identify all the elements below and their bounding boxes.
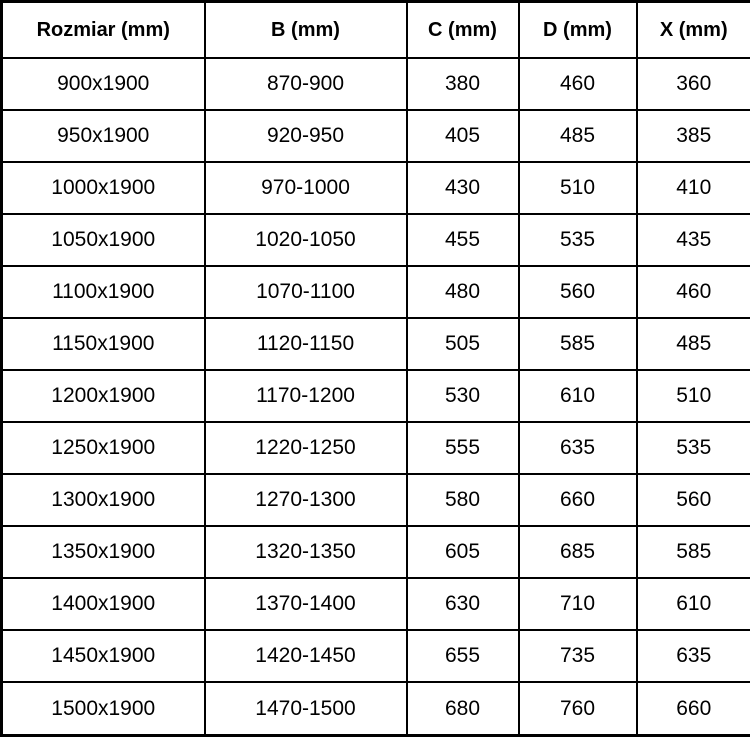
table-cell: 610	[517, 369, 638, 424]
table-cell: 1120-1150	[203, 317, 408, 372]
column-header: B (mm)	[203, 0, 408, 59]
table-cell: 1250x1900	[0, 421, 206, 476]
table-cell: 410	[635, 161, 750, 216]
table-cell: 735	[517, 629, 638, 684]
table-row: 1050x1900 1020-1050 455 535 435	[0, 213, 750, 268]
table-row: 900x1900 870-900 380 460 360	[0, 56, 750, 112]
table-cell: 430	[405, 161, 520, 216]
table-cell: 610	[635, 577, 750, 632]
table-cell: 1370-1400	[203, 577, 408, 632]
table-cell: 560	[635, 473, 750, 528]
table-cell: 480	[405, 265, 520, 320]
table-cell: 580	[405, 473, 520, 528]
table-row: 1250x1900 1220-1250 555 635 535	[0, 421, 750, 476]
table-row: 1000x1900 970-1000 430 510 410	[0, 161, 750, 216]
table-cell: 660	[517, 473, 638, 528]
table-row: 1500x1900 1470-1500 680 760 660	[0, 681, 750, 737]
table-cell: 1020-1050	[203, 213, 408, 268]
table-cell: 485	[517, 109, 638, 164]
table-cell: 870-900	[203, 56, 408, 112]
table-cell: 585	[635, 525, 750, 580]
table-cell: 1270-1300	[203, 473, 408, 528]
table-cell: 685	[517, 525, 638, 580]
table-cell: 1450x1900	[0, 629, 206, 684]
table-cell: 920-950	[203, 109, 408, 164]
table-row: 1350x1900 1320-1350 605 685 585	[0, 525, 750, 580]
table-cell: 1400x1900	[0, 577, 206, 632]
table-cell: 1320-1350	[203, 525, 408, 580]
table-cell: 760	[517, 681, 638, 737]
table-cell: 360	[635, 56, 750, 112]
column-header: D (mm)	[517, 0, 638, 59]
table-cell: 1220-1250	[203, 421, 408, 476]
table-cell: 585	[517, 317, 638, 372]
table-row: 1100x1900 1070-1100 480 560 460	[0, 265, 750, 320]
table-cell: 485	[635, 317, 750, 372]
table-cell: 1000x1900	[0, 161, 206, 216]
table-cell: 950x1900	[0, 109, 206, 164]
table-cell: 635	[635, 629, 750, 684]
table-row: 1200x1900 1170-1200 530 610 510	[0, 369, 750, 424]
table-cell: 710	[517, 577, 638, 632]
table-cell: 1500x1900	[0, 681, 206, 737]
table-cell: 630	[405, 577, 520, 632]
table-cell: 530	[405, 369, 520, 424]
column-header: C (mm)	[405, 0, 520, 59]
table-cell: 1050x1900	[0, 213, 206, 268]
table-row: 1150x1900 1120-1150 505 585 485	[0, 317, 750, 372]
header-row: Rozmiar (mm) B (mm) C (mm) D (mm) X (mm)	[0, 0, 750, 59]
table-cell: 900x1900	[0, 56, 206, 112]
table-cell: 505	[405, 317, 520, 372]
table-cell: 1420-1450	[203, 629, 408, 684]
table-cell: 1070-1100	[203, 265, 408, 320]
table-cell: 1150x1900	[0, 317, 206, 372]
table-row: 1400x1900 1370-1400 630 710 610	[0, 577, 750, 632]
table-cell: 380	[405, 56, 520, 112]
column-header: Rozmiar (mm)	[0, 0, 206, 59]
table-cell: 660	[635, 681, 750, 737]
table-cell: 560	[517, 265, 638, 320]
table-row: 1450x1900 1420-1450 655 735 635	[0, 629, 750, 684]
table-cell: 460	[517, 56, 638, 112]
table-cell: 635	[517, 421, 638, 476]
table-cell: 655	[405, 629, 520, 684]
table-cell: 535	[635, 421, 750, 476]
table-cell: 385	[635, 109, 750, 164]
table-cell: 435	[635, 213, 750, 268]
table-cell: 455	[405, 213, 520, 268]
column-header: X (mm)	[635, 0, 750, 59]
table-cell: 535	[517, 213, 638, 268]
table-cell: 510	[517, 161, 638, 216]
table-cell: 460	[635, 265, 750, 320]
table-cell: 405	[405, 109, 520, 164]
table-row: 1300x1900 1270-1300 580 660 560	[0, 473, 750, 528]
table-cell: 1200x1900	[0, 369, 206, 424]
table-cell: 1470-1500	[203, 681, 408, 737]
table-cell: 1350x1900	[0, 525, 206, 580]
table-cell: 1300x1900	[0, 473, 206, 528]
table-cell: 605	[405, 525, 520, 580]
table-cell: 680	[405, 681, 520, 737]
table-cell: 510	[635, 369, 750, 424]
table-row: 950x1900 920-950 405 485 385	[0, 109, 750, 164]
table-cell: 1100x1900	[0, 265, 206, 320]
table-cell: 970-1000	[203, 161, 408, 216]
table-cell: 555	[405, 421, 520, 476]
table-cell: 1170-1200	[203, 369, 408, 424]
